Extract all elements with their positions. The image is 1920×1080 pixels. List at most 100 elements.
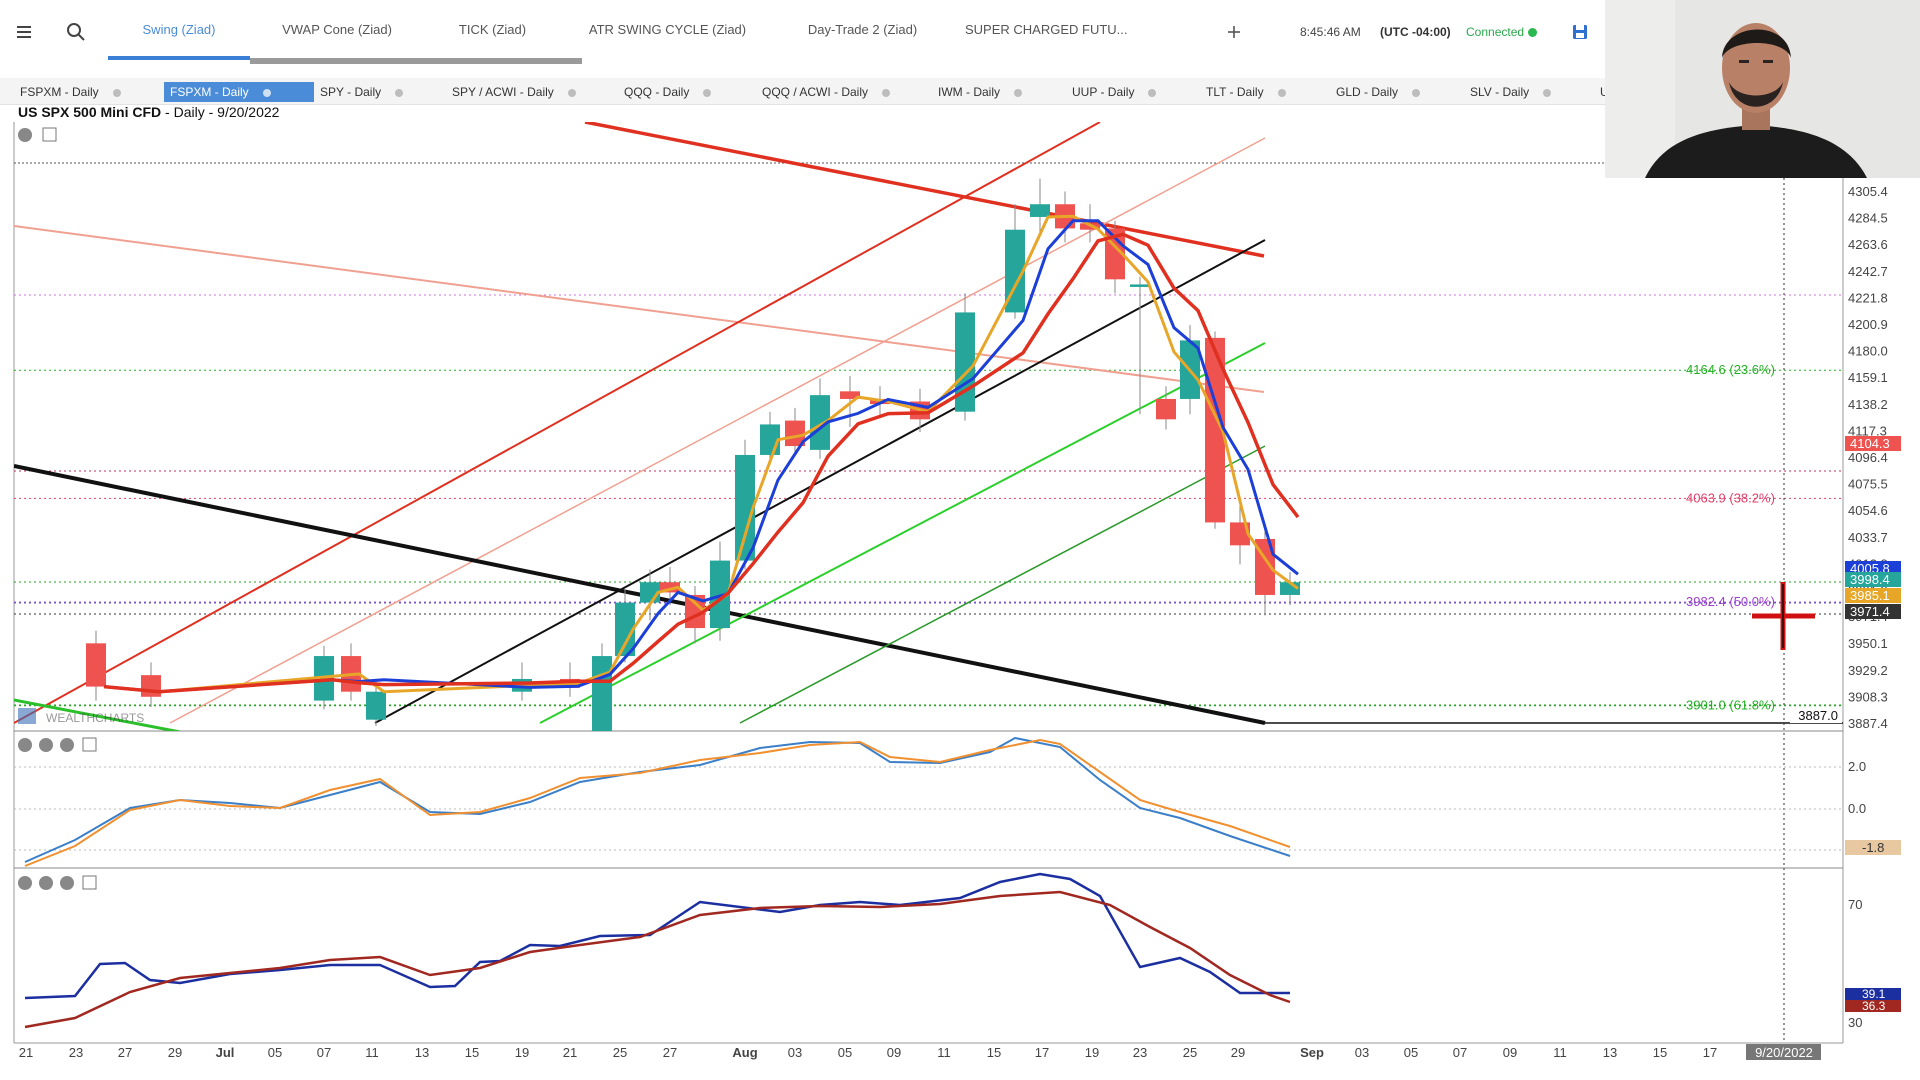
symbol-tab-label: U	[1600, 85, 1609, 99]
support-label-bg	[1790, 707, 1842, 723]
pane-add-icon	[42, 127, 57, 142]
symbol-tab-label: SPY / ACWI - Daily	[452, 85, 554, 99]
black-channel-line	[374, 239, 1266, 724]
time-axis-tick: 07	[317, 1045, 331, 1060]
symbol-close-icon[interactable]	[882, 88, 891, 97]
plus-icon[interactable]	[1222, 20, 1246, 44]
tab-item[interactable]: Day-Trade 2 (Ziad)	[807, 22, 918, 37]
time-axis-tick: 11	[1553, 1045, 1567, 1060]
price-axis-tick: 4117.3	[1848, 423, 1887, 438]
time-axis-tick: Sep	[1300, 1045, 1324, 1060]
time-axis-tick: 25	[1183, 1045, 1197, 1060]
pane-expand-icon	[60, 876, 74, 890]
symbol-close-icon[interactable]	[395, 88, 404, 97]
symbol-tab-label: QQQ / ACWI - Daily	[762, 85, 869, 99]
price-label-box	[1845, 436, 1901, 451]
time-axis-tick: 09	[1503, 1045, 1517, 1060]
tab-item[interactable]: ATR SWING CYCLE (Ziad)	[588, 22, 747, 37]
symbol-tab[interactable]: GLD - Daily	[1330, 82, 1470, 102]
time-axis-tick: 17	[1703, 1045, 1717, 1060]
oscillator-value-label: 39.1	[1862, 987, 1886, 1001]
hamburger-icon[interactable]	[14, 20, 38, 44]
pane-settings-icon	[18, 876, 32, 890]
time-axis-tick: 23	[1133, 1045, 1147, 1060]
time-axis-tick: 09	[887, 1045, 901, 1060]
time-axis-tick: Aug	[732, 1045, 757, 1060]
oscillator-axis-tick: 70	[1848, 897, 1862, 912]
price-axis-tick: 4305.4	[1848, 184, 1888, 199]
macd-line	[24, 736, 1291, 863]
symbol-tab[interactable]: TLT - Daily	[1200, 82, 1332, 102]
symbol-close-icon[interactable]	[1148, 88, 1157, 97]
price-label-text: 3971.4	[1850, 604, 1890, 619]
top-toolbar: Swing (Ziad) VWAP Cone (Ziad) TICK (Ziad) A…	[0, 0, 1605, 64]
symbol-tab-label: GLD - Daily	[1336, 85, 1399, 99]
candle-body	[840, 391, 860, 399]
symbol-tab[interactable]: SLV - Daily	[1464, 82, 1600, 102]
time-axis-tick: 27	[118, 1045, 132, 1060]
pane-collapse-icon	[39, 876, 53, 890]
symbol-close-icon[interactable]	[112, 88, 121, 97]
price-label-box	[1845, 572, 1901, 587]
ema-slow-line	[103, 232, 1300, 694]
symbol-tab[interactable]: UUP - Daily	[1066, 82, 1200, 102]
candle-body	[810, 395, 830, 450]
symbol-tab[interactable]: U	[1594, 82, 1610, 102]
price-axis-tick: 4221.8	[1848, 290, 1888, 305]
cursor-date-label: 9/20/2022	[1755, 1045, 1813, 1060]
symbol-close-icon[interactable]	[1412, 88, 1421, 97]
symbol-tab-label: TLT - Daily	[1206, 85, 1264, 99]
oscillator-pane	[24, 872, 1291, 1029]
instrument-name: US SPX 500 Mini CFD	[18, 104, 162, 120]
symbol-tab[interactable]: FSPXM - Daily	[164, 82, 314, 102]
search-icon[interactable]	[64, 20, 88, 44]
candle-body	[735, 454, 755, 561]
symbol-close-icon[interactable]	[567, 88, 576, 97]
pane-add-icon	[82, 875, 97, 890]
symbol-close-icon[interactable]	[1543, 88, 1552, 97]
save-icon[interactable]	[1568, 20, 1592, 44]
candle-body	[1005, 229, 1025, 313]
tab-item[interactable]: TICK (Ziad)	[458, 22, 527, 37]
time-axis-tick: 19	[1085, 1045, 1099, 1060]
symbol-tab[interactable]: IWM - Daily	[932, 82, 1054, 102]
price-axis-tick: 4200.9	[1848, 317, 1888, 332]
symbol-tab[interactable]: FSPXM - Daily	[14, 82, 160, 102]
pane-collapse-icon	[39, 738, 53, 752]
price-axis-tick: 4180.0	[1848, 344, 1888, 359]
candle-body	[1156, 398, 1176, 420]
fib-level-label: 3982.4 (50.0%)	[1686, 594, 1775, 609]
price-label-box	[1845, 604, 1901, 619]
tabs-scrollbar[interactable]	[250, 58, 582, 64]
symbol-tab[interactable]: SPY - Daily	[314, 82, 450, 102]
time-axis-tick: 19	[515, 1045, 529, 1060]
macd-pane	[14, 736, 1843, 867]
connection-status: Connected	[1466, 25, 1525, 39]
price-axis-tick: 4263.6	[1848, 237, 1888, 252]
time-axis-tick: 03	[1355, 1045, 1369, 1060]
price-axis-tick: 4242.7	[1848, 264, 1888, 279]
symbol-tab-label: SLV - Daily	[1470, 85, 1530, 99]
symbol-close-icon[interactable]	[1014, 88, 1022, 97]
tab-item[interactable]: VWAP Cone (Ziad)	[282, 22, 392, 37]
symbol-close-icon[interactable]	[262, 88, 271, 97]
symbol-tab[interactable]: QQQ / ACWI - Daily	[756, 82, 920, 102]
price-axis-tick: 4159.1	[1848, 370, 1888, 385]
symbol-tab[interactable]: QQQ - Daily	[618, 82, 754, 102]
symbol-close-icon[interactable]	[703, 88, 712, 97]
candle-body	[615, 602, 635, 657]
tab-item[interactable]: SUPER CHARGED FUTU...	[965, 22, 1128, 37]
symbol-close-icon[interactable]	[1277, 88, 1286, 97]
price-axis-tick: 4138.2	[1848, 397, 1888, 412]
symbol-tab-label: UUP - Daily	[1072, 85, 1135, 99]
webcam-overlay	[1605, 0, 1920, 178]
tab-item[interactable]: Swing (Ziad)	[142, 22, 216, 37]
price-axis-tick: 3929.2	[1848, 663, 1888, 678]
green-trendline-stub	[14, 698, 181, 731]
oscillator-slow-line	[24, 890, 1291, 1029]
time-axis-tick: 07	[1453, 1045, 1467, 1060]
symbol-tab[interactable]: SPY / ACWI - Daily	[446, 82, 610, 102]
macd-axis-tick: 2.0	[1848, 759, 1866, 774]
price-axis-tick: 3908.3	[1848, 689, 1888, 704]
